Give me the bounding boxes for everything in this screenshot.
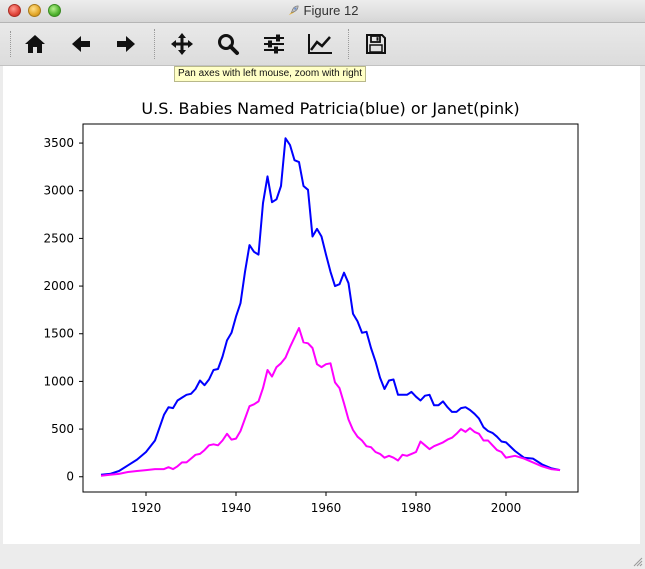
y-tick-label: 2000 [43, 279, 74, 293]
y-tick-label: 3000 [43, 184, 74, 198]
line-chart-icon [308, 34, 332, 54]
y-tick-label: 0 [66, 470, 74, 484]
arrow-left-icon [72, 36, 90, 52]
chart-title: U.S. Babies Named Patricia(blue) or Jane… [141, 99, 519, 118]
series-line-1 [100, 327, 561, 477]
home-icon [25, 35, 45, 53]
series-line-0 [100, 137, 561, 476]
figure-canvas[interactable]: U.S. Babies Named Patricia(blue) or Jane… [3, 66, 640, 544]
toolbar-grip[interactable] [10, 31, 14, 57]
save-button[interactable] [361, 29, 391, 59]
magnifier-icon [218, 34, 239, 55]
y-tick-label: 1000 [43, 374, 74, 388]
forward-button[interactable] [111, 29, 141, 59]
x-tick-label: 1980 [401, 501, 432, 515]
pan-button[interactable] [167, 29, 197, 59]
pan-tooltip: Pan axes with left mouse, zoom with righ… [174, 66, 366, 82]
y-tick-label: 500 [51, 422, 74, 436]
zoom-window-button[interactable] [48, 4, 61, 17]
move-icon [171, 33, 193, 55]
window-title-wrap: Figure 12 [0, 3, 645, 18]
python-rocket-icon [288, 5, 298, 16]
plot-area: U.S. Babies Named Patricia(blue) or Jane… [43, 99, 579, 515]
axes-frame [82, 123, 579, 493]
x-tick-label: 1940 [221, 501, 252, 515]
x-tick-label: 1960 [311, 501, 342, 515]
x-tick-label: 2000 [491, 501, 522, 515]
x-tick-label: 1920 [131, 501, 162, 515]
status-bar [0, 545, 645, 569]
subplots-button[interactable] [259, 29, 289, 59]
toolbar-separator [154, 29, 155, 59]
back-button[interactable] [66, 29, 96, 59]
resize-grip-icon[interactable] [631, 555, 643, 567]
window-title: Figure 12 [303, 3, 359, 18]
toolbar-separator [348, 29, 349, 59]
zoom-button[interactable] [213, 29, 243, 59]
close-window-button[interactable] [8, 4, 21, 17]
y-tick-label: 1500 [43, 327, 74, 341]
arrow-right-icon [117, 36, 135, 52]
home-button[interactable] [20, 29, 50, 59]
navigation-toolbar [0, 23, 645, 66]
floppy-disk-icon [366, 34, 386, 54]
title-bar[interactable]: Figure 12 [0, 0, 645, 23]
y-tick-label: 3500 [43, 136, 74, 150]
sliders-icon [264, 34, 284, 54]
edit-axes-button[interactable] [305, 29, 335, 59]
y-tick-label: 2500 [43, 231, 74, 245]
minimize-window-button[interactable] [28, 4, 41, 17]
